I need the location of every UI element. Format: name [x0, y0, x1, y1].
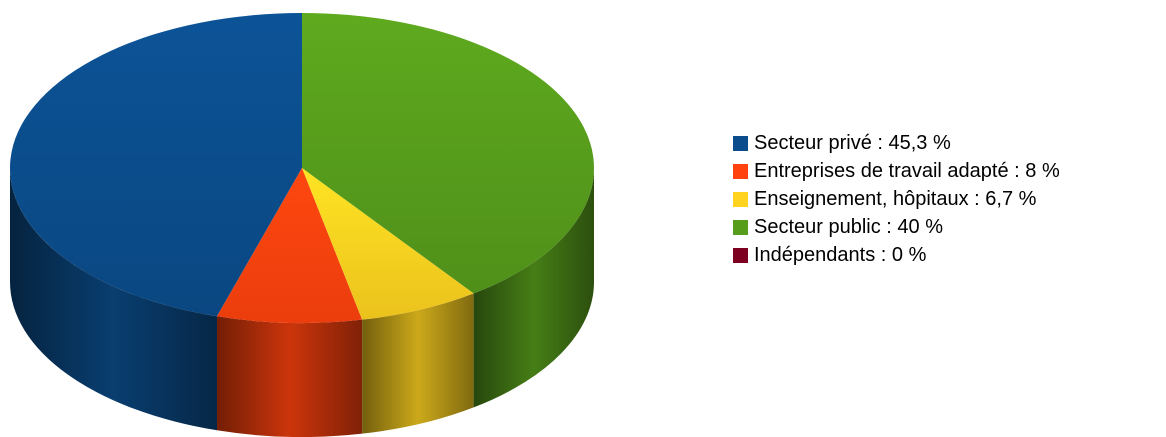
- pie-slice-secteur-public: [302, 13, 594, 294]
- legend-label-secteur-public: Secteur public : 40 %: [754, 215, 943, 238]
- pie-slice-enseignement-hopitaux: [302, 168, 474, 320]
- pie-side-enseignement-hopitaux: [362, 293, 474, 434]
- pie-side-walls: [10, 168, 594, 437]
- legend-item-enseignement-hopitaux: Enseignement, hôpitaux : 6,7 %: [733, 185, 1060, 213]
- legend-swatch-secteur-public: [733, 219, 748, 235]
- legend-item-independants: Indépendants : 0 %: [733, 241, 1060, 269]
- legend-swatch-entreprises-travail-adapte: [733, 163, 748, 179]
- legend-item-secteur-public: Secteur public : 40 %: [733, 213, 1060, 241]
- legend-label-enseignement-hopitaux: Enseignement, hôpitaux : 6,7 %: [754, 187, 1037, 210]
- pie-top-faces: [9, 13, 594, 324]
- legend-label-independants: Indépendants : 0 %: [754, 243, 927, 266]
- pie-side-secteur-prive: [10, 168, 218, 431]
- pie-slice-entreprises-de-travail-adapte: [217, 168, 363, 324]
- pie-slice-secteur-prive: [9, 13, 303, 317]
- legend-swatch-independants: [733, 247, 748, 263]
- pie-chart-plot: [9, 13, 594, 437]
- legend-item-entreprises-travail-adapte: Entreprises de travail adapté : 8 %: [733, 157, 1060, 185]
- chart-legend: Secteur privé : 45,3 % Entreprises de tr…: [733, 129, 1060, 269]
- legend-swatch-enseignement-hopitaux: [733, 191, 748, 207]
- pie-side-entreprises-de-travail-adapte: [217, 316, 363, 437]
- legend-item-secteur-prive: Secteur privé : 45,3 %: [733, 129, 1060, 157]
- legend-label-entreprises-travail-adapte: Entreprises de travail adapté : 8 %: [754, 159, 1060, 182]
- legend-label-secteur-prive: Secteur privé : 45,3 %: [754, 131, 951, 154]
- pie-side-secteur-public: [473, 168, 594, 408]
- legend-swatch-secteur-prive: [733, 135, 748, 151]
